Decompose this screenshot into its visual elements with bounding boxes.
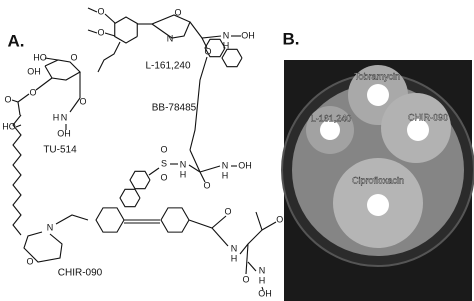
bond: [239, 211, 263, 255]
atom: O: [160, 144, 167, 154]
bond: [97, 41, 121, 73]
atom: O: [70, 52, 77, 62]
disc: [407, 119, 429, 141]
disc: [320, 120, 340, 140]
bond: [204, 38, 226, 58]
bond: [87, 7, 98, 13]
atom: O: [204, 46, 211, 56]
zone-label: L-161,240: [311, 113, 352, 123]
atom: OH: [258, 288, 272, 298]
bond: [11, 93, 30, 103]
atom: H: [222, 170, 229, 180]
bond: [261, 221, 277, 231]
atom: O: [4, 94, 11, 104]
compound-name: CHIR-090: [58, 268, 103, 279]
atom: N: [222, 160, 229, 170]
bond: [199, 165, 221, 173]
atom: O: [160, 172, 167, 182]
atom: O: [29, 87, 36, 97]
atom: S: [161, 158, 167, 168]
atom: OH: [238, 160, 252, 170]
bond: [247, 261, 257, 272]
atom: OH: [27, 66, 41, 76]
bond: [114, 16, 138, 44]
atom: H: [259, 275, 266, 285]
bond: [17, 101, 21, 116]
atom: O: [203, 180, 210, 190]
bond: [189, 149, 201, 173]
atom: N: [259, 265, 266, 275]
atom: OH: [57, 128, 71, 138]
bond: [23, 231, 63, 263]
bond: [151, 14, 191, 39]
atom: O: [79, 96, 86, 106]
bond: [148, 167, 160, 176]
zone-label: CHIR-090: [408, 112, 448, 122]
bond: [44, 59, 81, 81]
bond: [189, 56, 208, 151]
disc: [367, 194, 389, 216]
atom: H: [180, 169, 187, 179]
bond: [55, 214, 89, 225]
disc: [367, 84, 389, 106]
bond: [95, 207, 125, 233]
bond: [12, 114, 22, 236]
bond: [15, 124, 22, 128]
atom: HO: [2, 121, 16, 131]
atom: N: [61, 112, 68, 122]
atom: HO: [33, 52, 47, 62]
atom: H: [231, 253, 238, 263]
bond: [245, 243, 249, 275]
compound-name: L-161,240: [145, 61, 190, 72]
panel-label: A.: [8, 31, 25, 50]
atom: N: [180, 159, 187, 169]
atom: O: [174, 7, 181, 17]
bond: [188, 215, 227, 229]
bond: [69, 97, 81, 113]
bond: [44, 57, 59, 61]
bond: [189, 21, 222, 39]
zone-label: Tobramycin: [354, 71, 400, 81]
bond: [211, 227, 229, 247]
bond: [104, 13, 116, 24]
compound-name: BB-78485: [152, 103, 197, 114]
atom: H: [223, 40, 230, 50]
structures: [11, 7, 277, 291]
atom: O: [242, 274, 249, 284]
panel-label: B.: [283, 29, 300, 48]
bond: [35, 77, 53, 91]
atom: O: [26, 256, 33, 266]
bond: [160, 207, 190, 233]
bond: [129, 170, 151, 190]
atom: N: [167, 33, 174, 43]
bond: [261, 286, 264, 291]
compound-name: TU-514: [43, 145, 77, 156]
bond: [87, 29, 98, 34]
bond: [104, 32, 116, 37]
atom: O: [97, 6, 104, 16]
atom: N: [223, 30, 230, 40]
atom: N: [231, 243, 238, 253]
zone-label: Ciprofloxacin: [352, 175, 404, 185]
agar-plate: [281, 60, 474, 301]
bond: [221, 48, 243, 68]
atom: OH: [276, 214, 290, 224]
atom: OH: [241, 30, 255, 40]
atom: N: [47, 222, 54, 232]
atom: H: [53, 112, 60, 122]
bond: [119, 188, 141, 208]
atom: O: [224, 206, 231, 216]
atom: O: [97, 27, 104, 37]
